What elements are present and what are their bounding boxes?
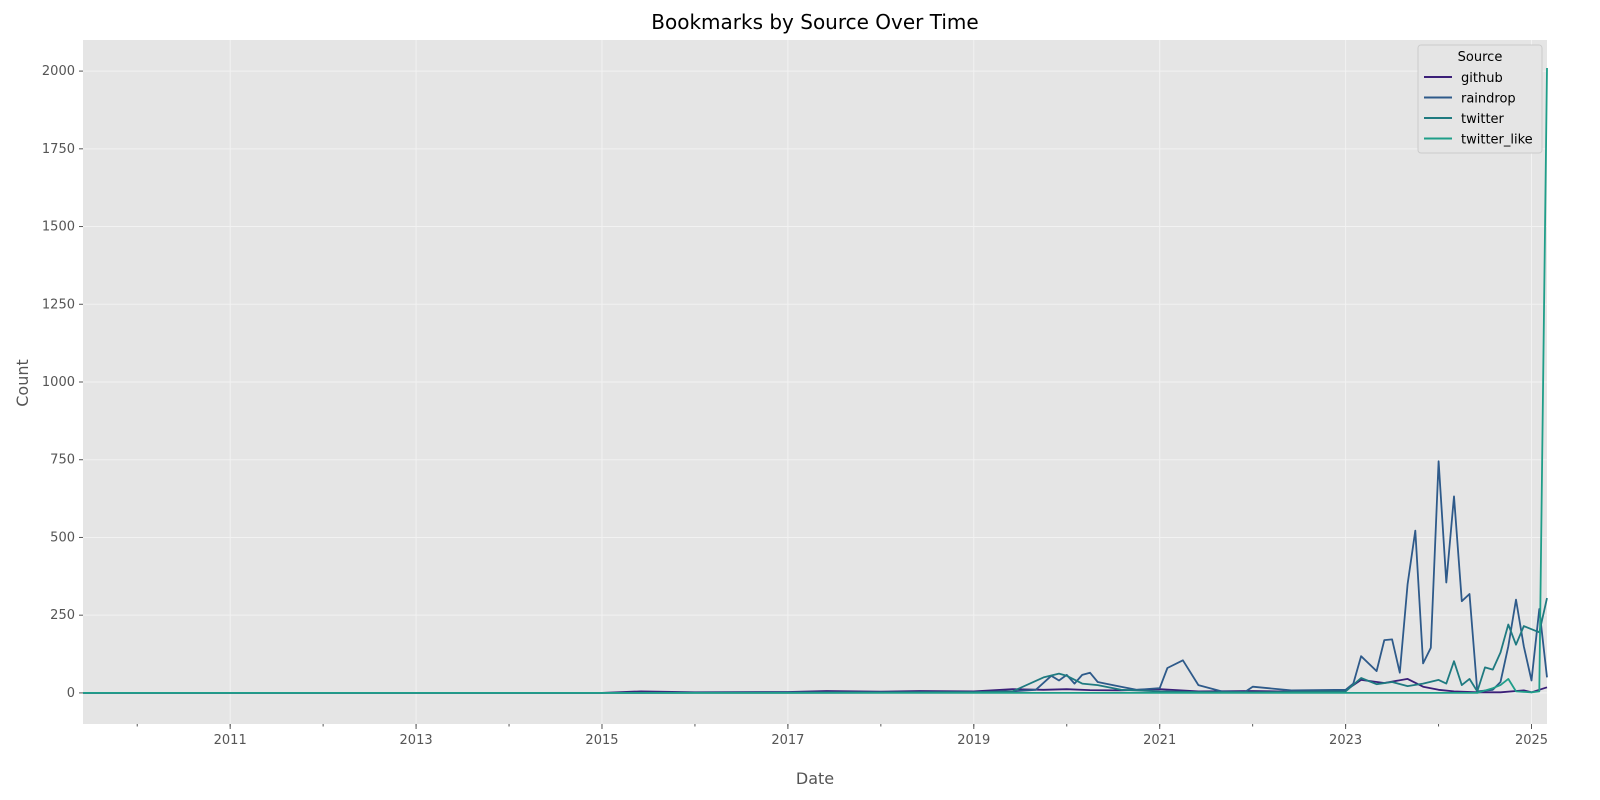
y-tick-label: 1250 xyxy=(42,297,75,312)
x-tick-label: 2023 xyxy=(1329,733,1362,748)
legend-box xyxy=(1417,44,1543,154)
legend-label-raindrop: raindrop xyxy=(1461,92,1516,107)
x-tick-label: 2013 xyxy=(400,733,433,748)
legend-label-twitter_like: twitter_like xyxy=(1461,133,1533,148)
y-tick-label: 500 xyxy=(50,530,75,545)
y-tick-label: 1500 xyxy=(42,220,75,235)
series-line-twitter_like xyxy=(83,67,1548,694)
legend: Source github raindrop twitter twitter_like xyxy=(1417,44,1543,154)
y-tick-label: 750 xyxy=(50,453,75,468)
series-line-twitter xyxy=(83,597,1548,694)
x-tick-label: 2019 xyxy=(957,733,990,748)
y-tick-label: 250 xyxy=(50,608,75,623)
x-tick-label: 2015 xyxy=(585,733,618,748)
y-axis-label: Count xyxy=(13,359,32,407)
legend-label-github: github xyxy=(1461,71,1503,86)
y-tick-label: 2000 xyxy=(42,64,75,79)
x-axis: 2011 2013 2015 2017 2019 2021 2023 2025 xyxy=(136,724,1548,748)
chart-title: Bookmarks by Source Over Time xyxy=(651,10,978,34)
y-axis: 0 250 500 750 1000 1250 1500 1750 2000 xyxy=(42,64,83,701)
series-lines xyxy=(83,67,1548,694)
y-tick-label: 1750 xyxy=(42,142,75,157)
legend-title: Source xyxy=(1458,50,1503,65)
x-axis-label: Date xyxy=(796,769,834,788)
series-line-raindrop xyxy=(83,460,1548,694)
x-tick-label: 2021 xyxy=(1143,733,1176,748)
y-tick-label: 1000 xyxy=(42,375,75,390)
x-tick-label: 2025 xyxy=(1515,733,1548,748)
x-tick-label: 2011 xyxy=(214,733,247,748)
y-tick-label: 0 xyxy=(67,686,75,701)
legend-label-twitter: twitter xyxy=(1461,112,1505,127)
grid xyxy=(83,40,1547,724)
x-tick-label: 2017 xyxy=(771,733,804,748)
